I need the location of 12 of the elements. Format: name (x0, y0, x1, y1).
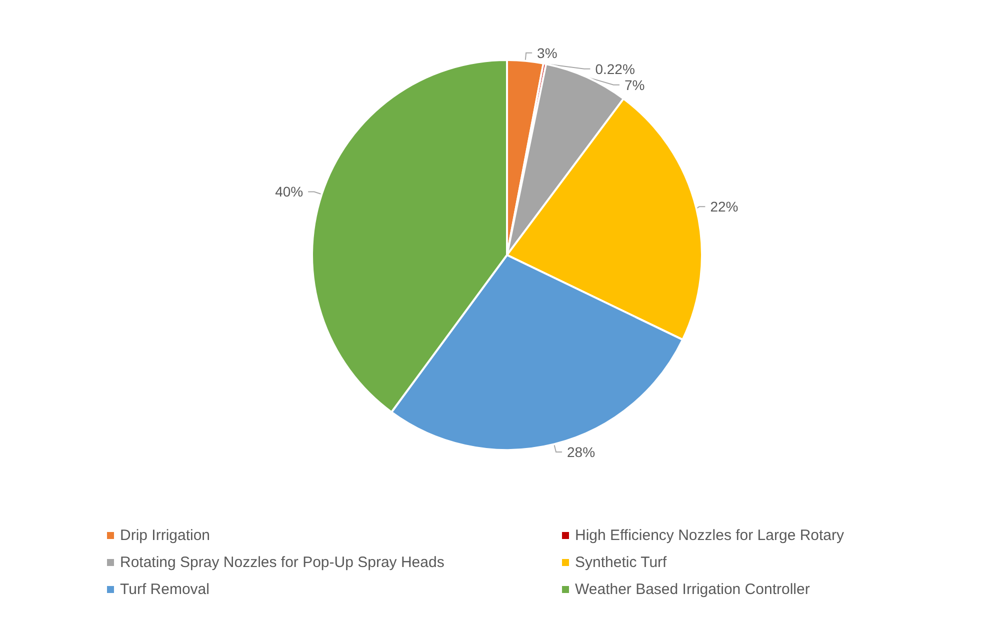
legend-label: Synthetic Turf (575, 554, 668, 571)
data-label: 22% (710, 198, 738, 215)
data-label: 40% (275, 184, 304, 200)
legend-label: Drip Irrigation (120, 527, 210, 544)
legend-label: Turf Removal (120, 581, 210, 598)
data-label: 28% (567, 444, 596, 460)
legend-label: Rotating Spray Nozzles for Pop-Up Spray Heads (120, 554, 444, 571)
legend-label: Weather Based Irrigation Controller (575, 581, 810, 598)
legend-label: High Efficiency Nozzles for Large Rotary (575, 527, 845, 544)
data-label: 3% (537, 44, 558, 61)
data-label: 0.22% (595, 60, 635, 77)
data-label: 7% (624, 76, 645, 93)
